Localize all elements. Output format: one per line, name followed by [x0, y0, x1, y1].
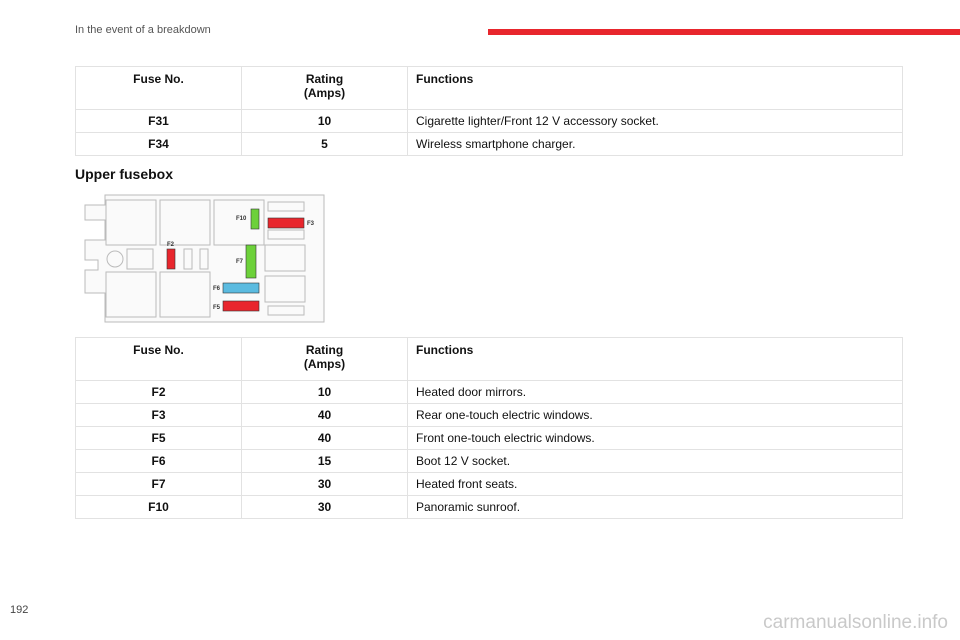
header-line: Rating: [305, 343, 344, 357]
table-cell: F7: [75, 472, 242, 496]
fuse-table: Fuse No. Rating (Amps) Functions F2 10 Heated …: [75, 337, 903, 519]
table-cell: 30: [241, 472, 408, 496]
section-heading: Upper fusebox: [75, 166, 174, 182]
header-line: (Amps): [303, 86, 346, 100]
header-cell: Rating (Amps): [241, 337, 408, 381]
header-cell: Functions: [407, 66, 903, 110]
fuse-label: F10: [236, 216, 247, 222]
section-title: In the event of a breakdown: [75, 24, 211, 36]
table-cell: Wireless smartphone charger.: [407, 132, 903, 156]
header-cell: Functions: [407, 337, 903, 381]
table-row: F2 10 Heated door mirrors.: [75, 380, 903, 404]
table-cell: 15: [241, 449, 408, 473]
table-cell: Heated front seats.: [407, 472, 903, 496]
fuse-table: Fuse No. Rating (Amps) Functions F31 10 Cigare…: [75, 66, 903, 156]
page-number: 192: [10, 604, 29, 616]
header-bar: [488, 29, 960, 35]
table-row: F10 30 Panoramic sunroof.: [75, 495, 903, 519]
header-cell: Fuse No.: [75, 66, 242, 110]
table-row: F34 5 Wireless smartphone charger.: [75, 132, 903, 156]
table-cell: 40: [241, 403, 408, 427]
header-cell: Rating (Amps): [241, 66, 408, 110]
fuse-label: F7: [236, 259, 244, 265]
fuse-label: F2: [167, 242, 175, 248]
fuse-label: F6: [213, 286, 221, 292]
watermark: carmanualsonline.info: [763, 612, 948, 633]
table-cell: Front one-touch electric windows.: [407, 426, 903, 450]
table-cell: F5: [75, 426, 242, 450]
fuse-label: F5: [213, 305, 221, 311]
table-cell: 30: [241, 495, 408, 519]
table-cell: 40: [241, 426, 408, 450]
table-cell: 5: [241, 132, 408, 156]
table-row: F7 30 Heated front seats.: [75, 472, 903, 496]
fuse-label: F3: [307, 221, 315, 227]
header-cell: Fuse No.: [75, 337, 242, 381]
header-line: (Amps): [303, 357, 346, 371]
table-row: F3 40 Rear one-touch electric windows.: [75, 403, 903, 427]
table-cell: Heated door mirrors.: [407, 380, 903, 404]
table-cell: Cigarette lighter/Front 12 V accessory s…: [407, 109, 903, 133]
table-cell: Boot 12 V socket.: [407, 449, 903, 473]
table-cell: 10: [241, 109, 408, 133]
table-cell: Rear one-touch electric windows.: [407, 403, 903, 427]
table-cell: F6: [75, 449, 242, 473]
table-cell: F34: [75, 132, 242, 156]
header-row: Fuse No. Rating (Amps) Functions: [75, 66, 903, 110]
table-row: F6 15 Boot 12 V socket.: [75, 449, 903, 473]
table-cell: Panoramic sunroof.: [407, 495, 903, 519]
fusebox-diagram: F10 F3 F2 F7 F6 F5: [84, 194, 325, 323]
table-cell: 10: [241, 380, 408, 404]
table-row: F5 40 Front one-touch electric windows.: [75, 426, 903, 450]
table-cell: F31: [75, 109, 242, 133]
table-cell: F10: [75, 495, 242, 519]
header-line: Rating: [305, 72, 344, 86]
table-cell: F2: [75, 380, 242, 404]
header-row: Fuse No. Rating (Amps) Functions: [75, 337, 903, 381]
table-row: F31 10 Cigarette lighter/Front 12 V access…: [75, 109, 903, 133]
table-cell: F3: [75, 403, 242, 427]
